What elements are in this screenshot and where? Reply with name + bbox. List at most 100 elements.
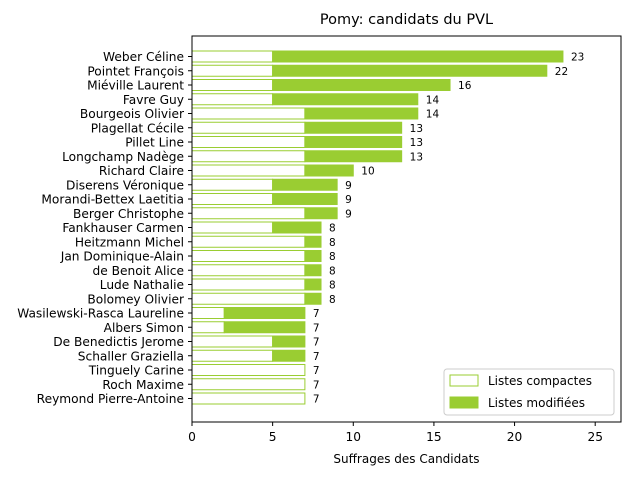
- bar-compactes: [191, 335, 274, 348]
- bar-compactes: [191, 178, 274, 191]
- bar-modifiees: [304, 278, 322, 291]
- bar-compactes: [191, 221, 274, 234]
- x-tick-label: 20: [507, 430, 523, 444]
- bar-modifiees: [304, 136, 403, 148]
- bar-compactes: [191, 107, 306, 120]
- category-label: Wasilewski-Rasca Laureline: [17, 307, 184, 321]
- bar-compactes: [191, 121, 306, 134]
- bar-compactes: [191, 235, 306, 248]
- value-label: 22: [555, 66, 568, 78]
- value-label: 9: [345, 194, 352, 206]
- legend-swatch-compactes: [449, 374, 479, 387]
- category-label: de Benoit Alice: [93, 264, 185, 278]
- bar-modifiees: [223, 321, 306, 334]
- bar-compactes: [191, 278, 306, 291]
- legend-label-compactes: Listes compactes: [488, 374, 592, 388]
- value-label: 9: [345, 208, 352, 220]
- bar-compactes: [191, 321, 225, 334]
- category-label: Richard Claire: [99, 164, 184, 178]
- bar-compactes: [191, 50, 274, 63]
- bar-compactes: [191, 378, 306, 391]
- value-label: 14: [426, 94, 440, 106]
- chart-title: Pomy: candidats du PVL: [320, 12, 493, 28]
- category-label: Longchamp Nadège: [62, 150, 184, 164]
- value-label: 13: [410, 151, 423, 163]
- category-label: Lude Nathalie: [100, 278, 184, 292]
- bar-modifiees: [272, 50, 564, 63]
- value-label: 14: [426, 109, 440, 121]
- category-label: Roch Maxime: [102, 378, 184, 392]
- bar-compactes: [191, 207, 306, 220]
- value-label: 7: [313, 308, 320, 320]
- x-axis-label: Suffrages des Candidats: [333, 452, 479, 466]
- value-label: 23: [571, 52, 584, 64]
- value-label: 7: [313, 322, 320, 334]
- category-label: Schaller Graziella: [78, 349, 184, 363]
- bar-modifiees: [304, 292, 322, 305]
- category-label: Bolomey Olivier: [87, 292, 185, 306]
- bar-modifiees: [304, 107, 419, 120]
- category-label: Weber Céline: [103, 50, 184, 64]
- legend-frame: [443, 368, 615, 416]
- bar-compactes: [191, 64, 274, 77]
- bar-modifiees: [304, 207, 338, 220]
- bar-modifiees: [272, 79, 451, 91]
- bar-modifiees: [304, 121, 403, 134]
- bar-compactes: [191, 193, 274, 205]
- bar-modifiees: [272, 178, 338, 191]
- bar-modifiees: [304, 250, 322, 262]
- bar-modifiees: [272, 193, 338, 205]
- bar-modifiees: [304, 150, 403, 163]
- bar-compactes: [191, 250, 306, 262]
- x-tick-label: 0: [188, 430, 196, 444]
- labels-layer: Weber Céline 23 Pointet François 22 Miéville…: [17, 50, 584, 406]
- bar-modifiees: [272, 93, 419, 106]
- category-label: Pillet Line: [125, 136, 184, 150]
- legend: Listes compactes Listes modifiées: [443, 368, 615, 416]
- category-label: Berger Christophe: [73, 207, 184, 221]
- value-label: 13: [410, 137, 423, 149]
- value-label: 8: [329, 294, 336, 306]
- x-axis: 0 5 10 15 20 25: [188, 422, 603, 444]
- category-label: Plagellat Cécile: [91, 121, 184, 135]
- bar-modifiees: [304, 235, 322, 248]
- bar-compactes: [191, 264, 306, 277]
- value-label: 7: [313, 379, 320, 391]
- bar-compactes: [191, 364, 306, 376]
- category-label: Tinguely Carine: [88, 364, 184, 378]
- value-label: 8: [329, 251, 336, 263]
- category-label: Diserens Véronique: [66, 178, 184, 192]
- value-label: 10: [361, 166, 374, 178]
- legend-label-modifiees: Listes modifiées: [488, 396, 585, 410]
- bar-modifiees: [272, 335, 306, 348]
- category-label: Albers Simon: [104, 321, 184, 335]
- bar-modifiees: [223, 307, 306, 319]
- category-label: Favre Guy: [123, 93, 184, 107]
- bars-layer: [191, 50, 564, 405]
- legend-swatch-modifiees: [449, 396, 479, 409]
- bar-compactes: [191, 136, 306, 148]
- value-label: 16: [458, 80, 472, 92]
- x-tick-label: 25: [587, 430, 603, 444]
- value-label: 13: [410, 123, 423, 135]
- bar-compactes: [191, 307, 225, 319]
- category-label: Heitzmann Michel: [75, 235, 184, 249]
- value-label: 8: [329, 280, 336, 292]
- bar-compactes: [191, 150, 306, 163]
- x-tick-label: 10: [346, 430, 362, 444]
- category-label: Fankhauser Carmen: [62, 221, 184, 235]
- bar-modifiees: [304, 264, 322, 277]
- x-tick-label: 15: [426, 430, 442, 444]
- bar-compactes: [191, 164, 306, 177]
- value-label: 7: [313, 365, 320, 377]
- category-label: Morandi-Bettex Laetitia: [41, 193, 184, 207]
- plot-frame: [191, 35, 622, 423]
- bar-modifiees: [272, 349, 306, 362]
- category-label: Reymond Pierre-Antoine: [37, 392, 184, 406]
- bar-compactes: [191, 93, 274, 106]
- bar-compactes: [191, 292, 306, 305]
- bar-compactes: [191, 392, 306, 405]
- x-tick-label: 5: [269, 430, 277, 444]
- value-label: 9: [345, 180, 352, 192]
- bar-modifiees: [304, 164, 354, 177]
